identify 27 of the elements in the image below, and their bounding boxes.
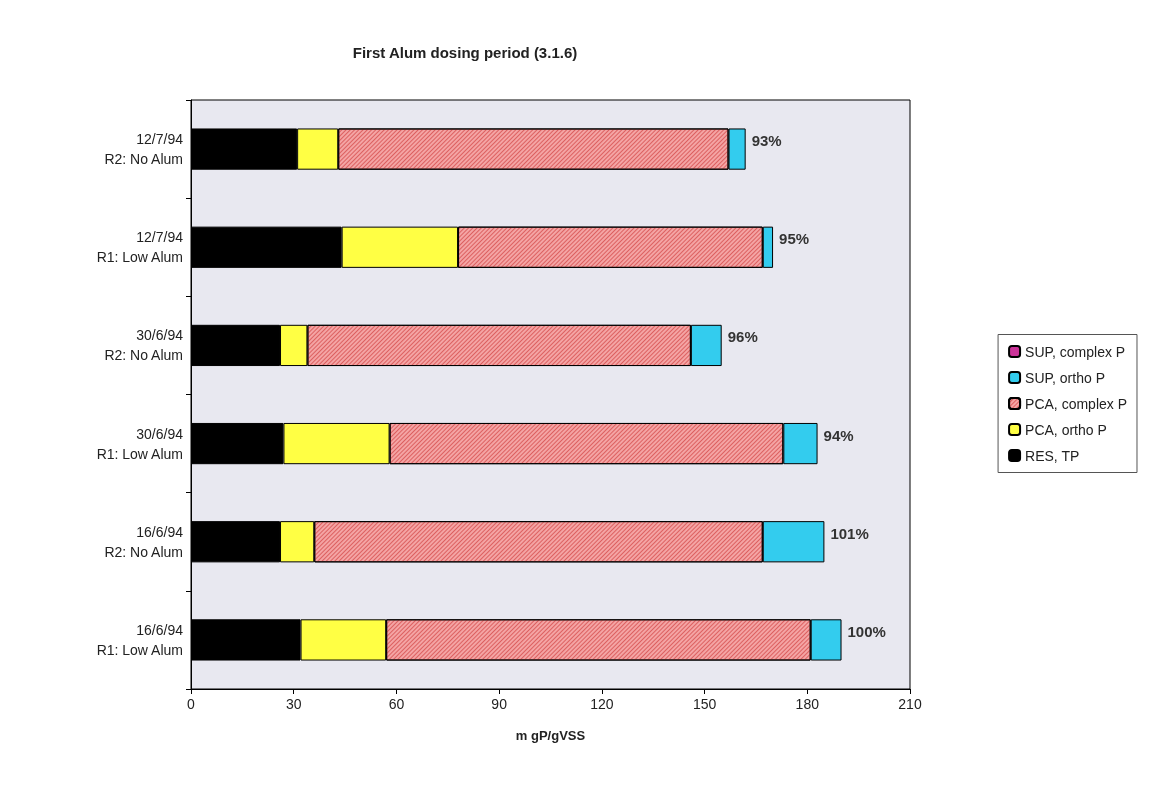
x-tick-label: 30 xyxy=(285,696,302,712)
x-tick-label: 180 xyxy=(795,696,820,712)
legend-label: SUP, ortho P xyxy=(1025,369,1105,386)
legend-label: RES, TP xyxy=(1025,447,1080,464)
annotation: 101% xyxy=(830,524,869,542)
annotation: 93% xyxy=(751,132,782,150)
y-tick-label: 30/6/94 R2: No Alum xyxy=(104,327,184,364)
x-tick-label: 0 xyxy=(187,696,196,712)
x-tick-label: 210 xyxy=(898,696,922,712)
annotation: 100% xyxy=(847,622,886,640)
x-tick-label: 60 xyxy=(388,696,405,712)
legend-label: PCA, complex P xyxy=(1025,395,1128,412)
legend-label: SUP, complex P xyxy=(1025,343,1126,360)
y-tick-label: 16/6/94 R1: Low Alum xyxy=(96,621,184,658)
x-tick-label: 90 xyxy=(491,696,508,712)
annotation: 94% xyxy=(823,426,854,444)
y-tick-label: 12/7/94 R1: Low Alum xyxy=(96,229,184,266)
annotation: 95% xyxy=(779,230,810,248)
x-axis-title: m gP/gVSS xyxy=(515,728,586,743)
x-tick-label: 120 xyxy=(590,696,614,712)
x-tick-label: 150 xyxy=(692,696,717,712)
y-tick-label: 12/7/94 R2: No Alum xyxy=(104,131,184,168)
annotation: 96% xyxy=(727,328,758,346)
chart-title: First Alum dosing period (3.1.6) xyxy=(352,44,578,61)
y-tick-label: 30/6/94 R1: Low Alum xyxy=(96,425,184,462)
y-tick-label: 16/6/94 R2: No Alum xyxy=(104,523,184,560)
legend-label: PCA, ortho P xyxy=(1025,421,1107,438)
